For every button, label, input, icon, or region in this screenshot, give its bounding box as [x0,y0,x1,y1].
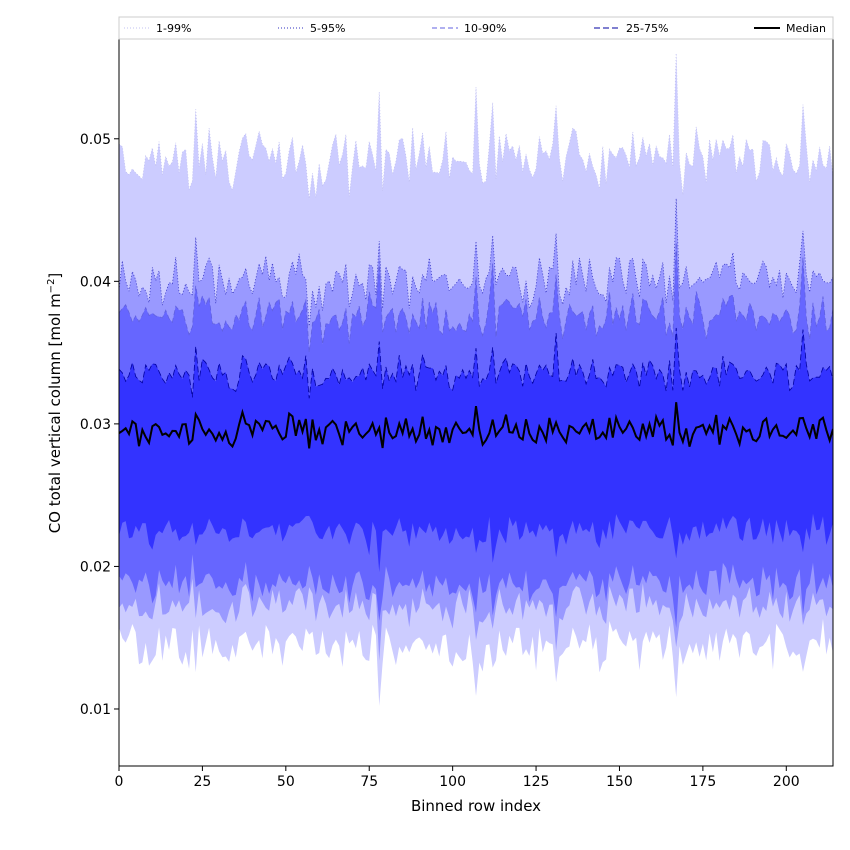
band-upper-line-0 [119,53,833,199]
x-tick-label-150: 150 [606,774,633,790]
y-axis-label-sup: −2 [46,279,57,294]
axes: 0 25 50 75 100 125 150 175 200 0.01 0.02 0.03 0.04 0.… [80,38,834,790]
y-axis-label-main: CO total vertical column [mol m [46,293,64,533]
x-tick-label-200: 200 [773,774,800,790]
x-tick-label-25: 25 [193,774,211,790]
y-tick-label-0: 0.01 [80,702,111,718]
y-axis-label-close: ] [46,273,64,279]
x-tick-label-50: 50 [277,774,295,790]
y-tick-label-1: 0.02 [80,559,111,575]
x-tick-label-100: 100 [439,774,466,790]
band-upper-line-2 [119,242,833,353]
y-tick-label-4: 0.05 [80,132,111,148]
plot-series [119,53,833,706]
x-tick-label-0: 0 [115,774,124,790]
x-axis-label: Binned row index [411,797,541,815]
y-tick-label-3: 0.04 [80,274,111,290]
x-tick-label-125: 125 [523,774,550,790]
legend-label-2: 10-90% [464,22,506,35]
legend-box [118,16,834,40]
band-upper-line-3 [119,327,833,399]
x-tick-label-175: 175 [690,774,717,790]
legend-label-1: 5-95% [310,22,345,35]
legend-label-3: 25-75% [626,22,668,35]
y-axis-label: CO total vertical column [mol m−2] [46,273,64,534]
x-tick-label-75: 75 [360,774,378,790]
legend-label-0: 1-99% [156,22,191,35]
legend: 1-99% 5-95% 10-90% 25-75% Median [118,16,834,40]
median-line [119,402,833,449]
plot-area [119,53,833,706]
legend-label-4: Median [786,22,826,35]
band-fill-3 [119,327,833,573]
y-tick-label-2: 0.03 [80,417,111,433]
